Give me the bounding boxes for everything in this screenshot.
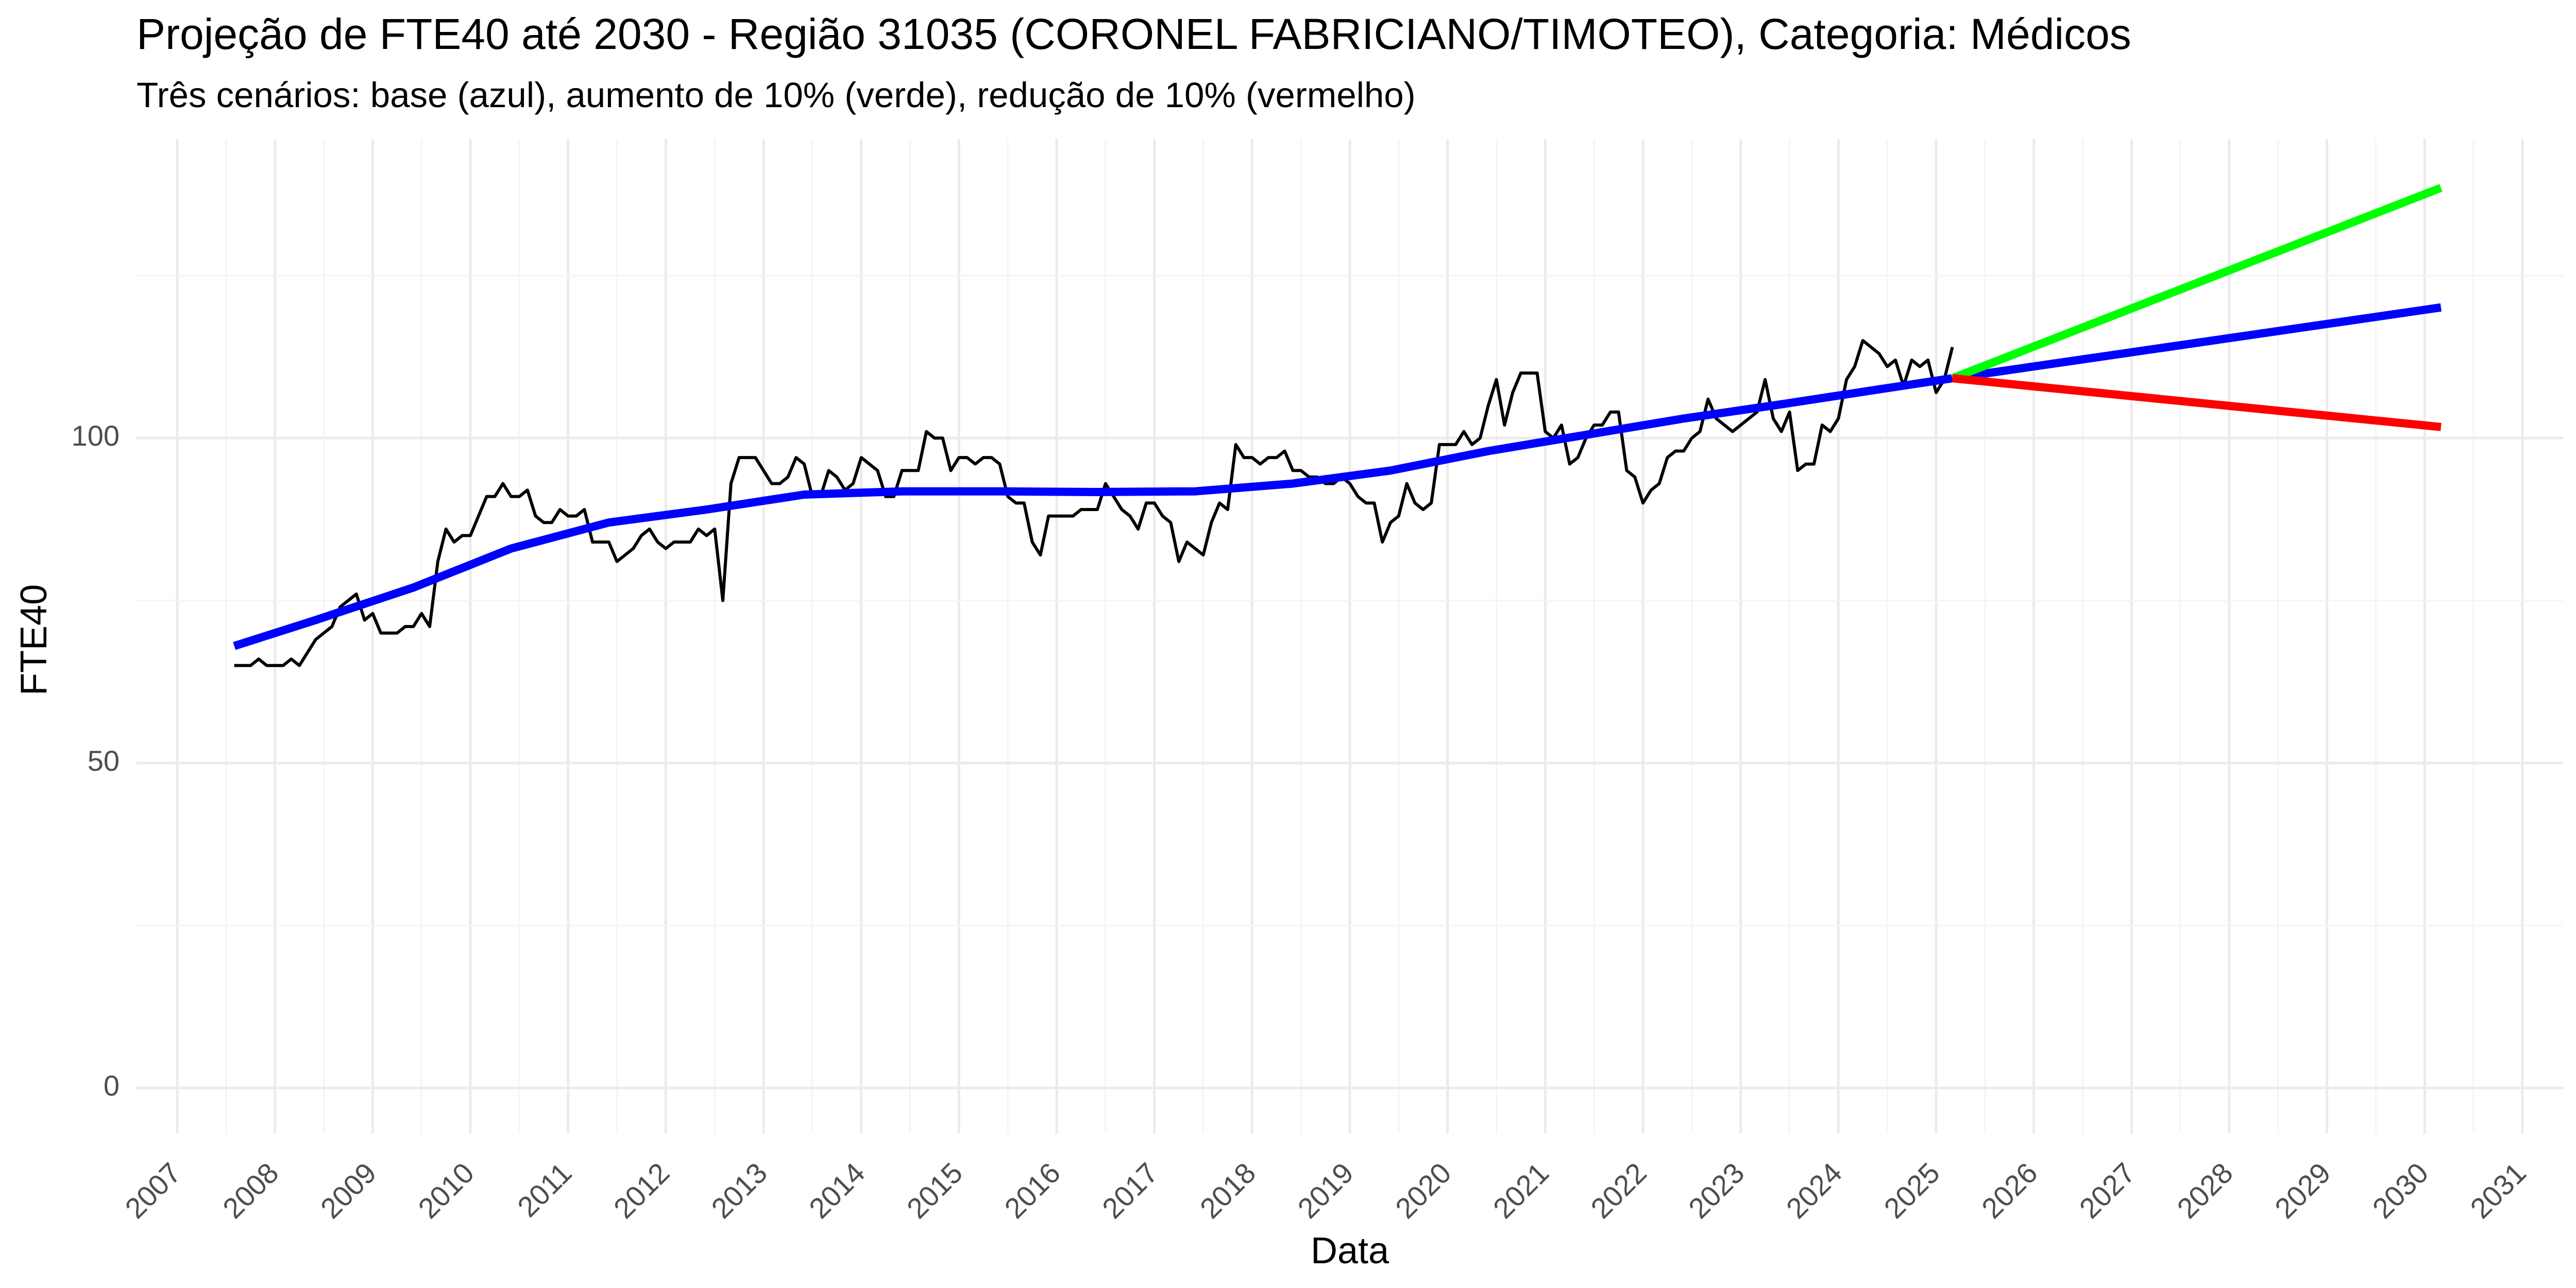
series-line-trend-1 — [233, 374, 1953, 650]
series-line-projection-4 — [1952, 374, 2442, 431]
series-line-projection-2 — [1952, 303, 2442, 383]
y-tick-label: 50 — [88, 744, 120, 777]
grid — [137, 139, 2563, 1133]
y-axis-label: FTE40 — [13, 584, 55, 696]
y-tick-label: 0 — [104, 1069, 120, 1101]
chart-subtitle: Três cenários: base (azul), aumento de 1… — [137, 75, 1416, 115]
y-tick-label: 100 — [72, 419, 120, 452]
series-line-projection-3 — [1951, 184, 2443, 382]
x-axis-label: Data — [1311, 1230, 1389, 1272]
series-line-observed-0 — [234, 339, 1954, 667]
chart-title: Projeção de FTE40 até 2030 - Região 3103… — [137, 10, 2131, 58]
series-group — [233, 184, 2443, 667]
